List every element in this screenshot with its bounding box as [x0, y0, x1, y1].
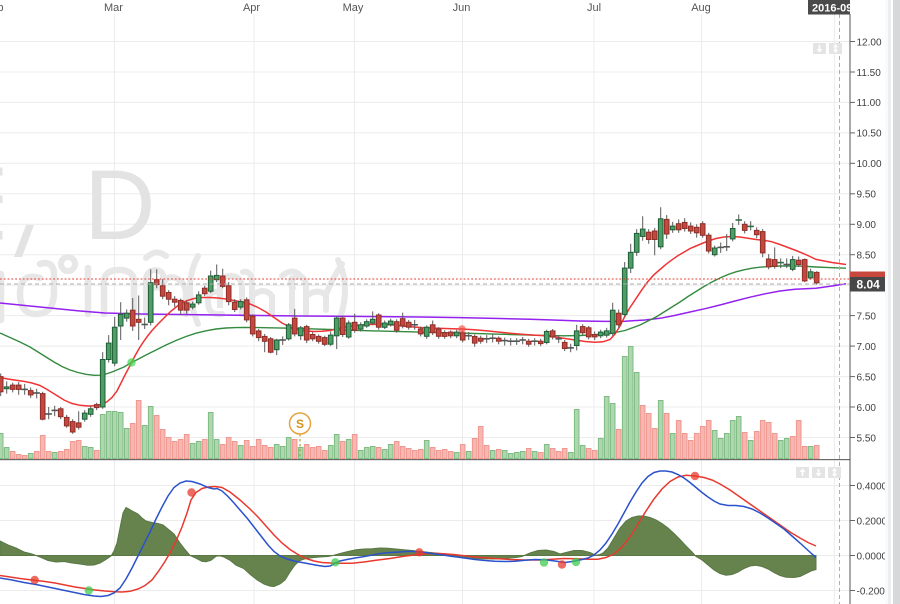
svg-text:6.00: 6.00 [857, 403, 877, 414]
svg-text:11.50: 11.50 [857, 68, 882, 79]
svg-text:Aug: Aug [691, 2, 711, 14]
svg-text:9.00: 9.00 [857, 220, 877, 231]
svg-text:11.00: 11.00 [857, 98, 882, 109]
svg-text:12.00: 12.00 [857, 37, 882, 48]
svg-text:0.0000: 0.0000 [857, 551, 888, 562]
svg-text:7.50: 7.50 [857, 311, 877, 322]
svg-text:9.50: 9.50 [857, 190, 877, 201]
svg-text:0.4000: 0.4000 [857, 481, 888, 492]
svg-text:0.2000: 0.2000 [857, 516, 888, 527]
svg-text:5.50: 5.50 [857, 433, 877, 444]
svg-text:Feb: Feb [0, 2, 3, 14]
svg-text:7.00: 7.00 [857, 342, 877, 353]
svg-text:Apr: Apr [243, 2, 260, 14]
svg-text:Mar: Mar [104, 2, 123, 14]
svg-text:10.50: 10.50 [857, 129, 882, 140]
svg-text:-0.2000: -0.2000 [857, 586, 891, 597]
svg-text:Jun: Jun [453, 2, 471, 14]
svg-text:Jul: Jul [587, 2, 601, 14]
svg-text:6.50: 6.50 [857, 372, 877, 383]
svg-text:S: S [296, 417, 304, 431]
svg-text:8.50: 8.50 [857, 251, 877, 262]
svg-text:2016-09: 2016-09 [812, 3, 852, 15]
svg-text:D: D [84, 149, 156, 260]
svg-text:8.04: 8.04 [857, 278, 881, 292]
svg-text:May: May [343, 2, 364, 14]
svg-text:10.00: 10.00 [857, 159, 882, 170]
